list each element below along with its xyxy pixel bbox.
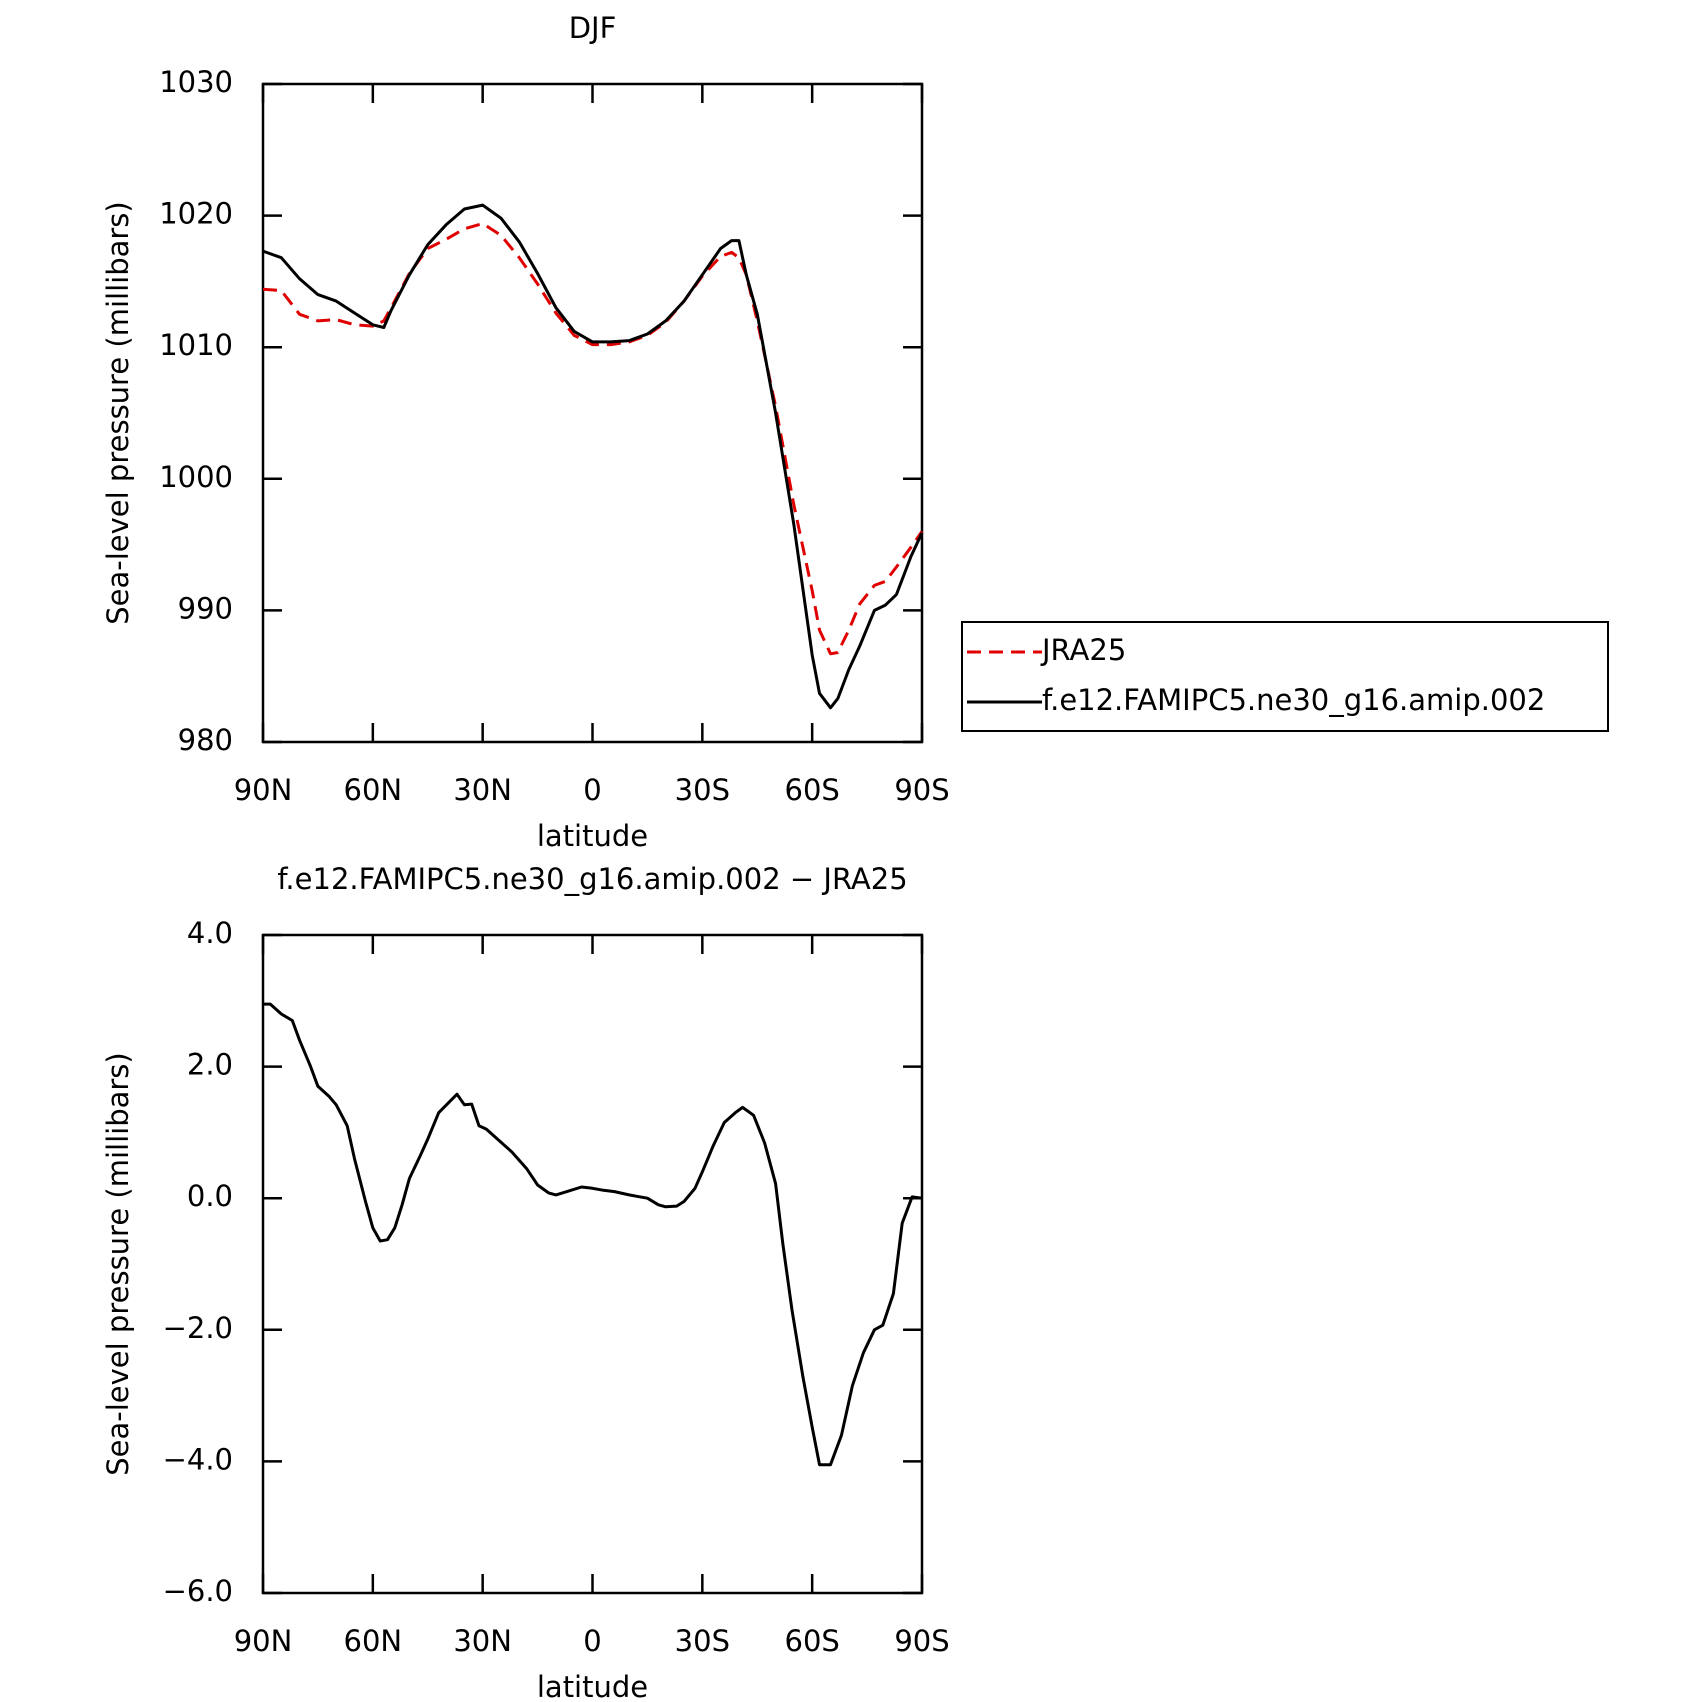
legend-label: JRA25 [1040, 633, 1126, 667]
y-tick-label: 980 [178, 723, 233, 757]
y-tick-label: −2.0 [163, 1311, 233, 1345]
x-tick-label: 30S [675, 773, 730, 807]
x-tick-label: 30N [453, 773, 512, 807]
x-tick-label: 90N [234, 773, 293, 807]
y-tick-label: −6.0 [163, 1574, 233, 1608]
y-tick-label: 1020 [159, 197, 233, 231]
plot-frame [261, 82, 924, 744]
x-tick-label: 60N [344, 1624, 403, 1658]
x-tick-label: 90N [234, 1624, 293, 1658]
y-tick-label: 1030 [159, 65, 233, 99]
x-tick-label: 60S [785, 1624, 840, 1658]
y-tick-label: 0.0 [187, 1179, 233, 1213]
y-axis-label: Sea-level pressure (millibars) [101, 201, 135, 624]
x-tick-label: 60N [344, 773, 403, 807]
x-tick-label: 90S [894, 773, 949, 807]
y-tick-label: 1010 [159, 328, 233, 362]
x-tick-label: 30S [675, 1624, 730, 1658]
x-tick-label: 90S [894, 1624, 949, 1658]
legend-box [961, 621, 1609, 732]
x-axis-label: latitude [537, 819, 648, 853]
y-tick-label: 1000 [159, 460, 233, 494]
y-tick-label: 4.0 [187, 916, 233, 950]
y-tick-label: 990 [178, 591, 233, 625]
x-tick-label: 0 [583, 1624, 601, 1658]
x-tick-label: 60S [785, 773, 840, 807]
chart-title: f.e12.FAMIPC5.ne30_g16.amip.002 − JRA25 [277, 862, 907, 896]
legend-label: f.e12.FAMIPC5.ne30_g16.amip.002 [1042, 683, 1545, 717]
data-line [262, 203, 924, 710]
chart-title: DJF [569, 11, 617, 45]
x-tick-label: 30N [453, 1624, 512, 1658]
x-axis-label: latitude [537, 1670, 648, 1702]
y-axis-label: Sea-level pressure (millibars) [101, 1052, 135, 1475]
y-tick-label: −4.0 [163, 1442, 233, 1476]
plot-frame [261, 933, 924, 1595]
x-tick-label: 0 [583, 773, 601, 807]
data-line [263, 1002, 923, 1467]
data-line [262, 222, 924, 656]
y-tick-label: 2.0 [187, 1048, 233, 1082]
